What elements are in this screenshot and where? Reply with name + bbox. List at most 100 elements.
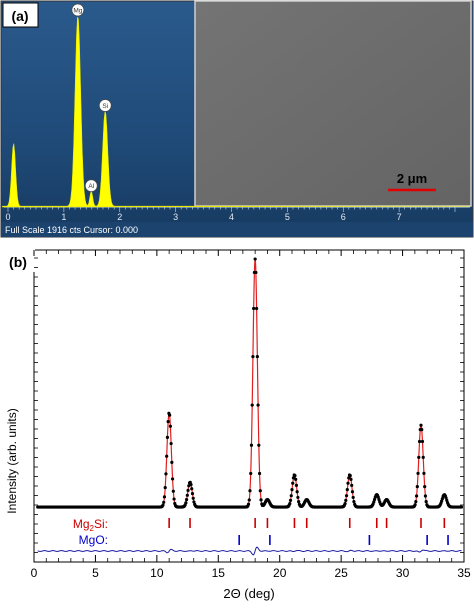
observed-point bbox=[348, 473, 352, 478]
observed-point bbox=[168, 424, 172, 428]
eds-tick-label: 2 bbox=[117, 212, 122, 222]
panel-b-label-box bbox=[3, 248, 35, 272]
observed-point bbox=[440, 499, 444, 503]
x-tick-label: 15 bbox=[212, 566, 226, 580]
eds-spectrum bbox=[2, 16, 470, 208]
observed-point bbox=[184, 498, 189, 502]
observed-point bbox=[252, 306, 256, 311]
observed-point bbox=[166, 420, 170, 424]
peak-label-al: Al bbox=[88, 183, 94, 190]
observed-point bbox=[165, 435, 170, 439]
panel-a: 2 μm (a) 0 1 2 3 4 5 6 7 Mg Al Si Full Scale 1916… bbox=[0, 0, 474, 238]
observed-point bbox=[172, 497, 176, 501]
observed-point bbox=[294, 483, 299, 487]
observed-point bbox=[417, 455, 421, 459]
panel-b-label: (b) bbox=[9, 254, 27, 270]
observed-point bbox=[249, 471, 253, 476]
observed-point bbox=[169, 441, 173, 446]
eds-tick-label: 7 bbox=[397, 212, 402, 222]
observed-point bbox=[291, 481, 295, 485]
mgo-label: MgO: bbox=[79, 533, 108, 547]
peak-label-si: Si bbox=[102, 103, 108, 110]
observed-point bbox=[288, 501, 292, 506]
observed-points bbox=[36, 257, 464, 509]
observed-point bbox=[259, 498, 263, 502]
difference-curve bbox=[37, 546, 462, 556]
eds-tick-label: 5 bbox=[285, 212, 290, 222]
observed-point bbox=[444, 496, 448, 500]
eds-tick-label: 0 bbox=[5, 212, 10, 222]
x-tick-label: 30 bbox=[396, 566, 410, 580]
observed-point bbox=[343, 501, 347, 506]
observed-point bbox=[290, 488, 294, 492]
status-text: Full Scale 1916 cts Cursor: 0.000 bbox=[5, 225, 138, 235]
observed-point bbox=[372, 500, 376, 504]
plot-frame bbox=[33, 249, 465, 563]
observed-point bbox=[296, 495, 300, 500]
observed-point bbox=[185, 493, 189, 497]
observed-point bbox=[297, 500, 301, 504]
observed-point bbox=[350, 483, 354, 487]
observed-point bbox=[255, 355, 259, 359]
observed-point bbox=[349, 477, 353, 482]
eds-peak-markers: Mg Al Si bbox=[71, 3, 112, 193]
observed-point bbox=[350, 490, 355, 494]
observed-point bbox=[256, 403, 260, 407]
sem-image bbox=[194, 0, 472, 207]
xrd-ticks: 0 5 10 15 20 25 30 35 bbox=[31, 250, 471, 580]
eds-tick-label: 3 bbox=[173, 212, 178, 222]
observed-point bbox=[191, 496, 195, 500]
peak-label-mg: Mg bbox=[73, 8, 82, 15]
observed-point bbox=[344, 498, 348, 502]
observed-point bbox=[416, 471, 420, 475]
observed-point bbox=[421, 455, 425, 459]
observed-point bbox=[247, 498, 251, 502]
observed-point bbox=[171, 489, 175, 493]
observed-point bbox=[190, 492, 195, 496]
observed-point bbox=[289, 494, 293, 498]
panel-a-label: (a) bbox=[11, 8, 28, 24]
observed-point bbox=[186, 488, 190, 492]
observed-point bbox=[251, 355, 255, 359]
observed-point bbox=[423, 485, 427, 489]
observed-point bbox=[295, 490, 299, 494]
x-tick-label: 35 bbox=[457, 566, 471, 580]
observed-point bbox=[293, 473, 297, 478]
x-tick-label: 25 bbox=[334, 566, 348, 580]
observed-point bbox=[162, 495, 167, 499]
observed-point bbox=[164, 472, 168, 476]
observed-point bbox=[413, 503, 417, 507]
panel-a-label-box bbox=[2, 2, 39, 28]
observed-point bbox=[190, 487, 194, 491]
observed-point bbox=[414, 500, 418, 504]
observed-point bbox=[344, 494, 349, 498]
observed-point bbox=[422, 471, 426, 475]
xrd-chart: (b) Intensity (arb. units) 2Θ (deg) 0 5 10… bbox=[3, 248, 471, 601]
observed-point bbox=[258, 489, 262, 493]
observed-point bbox=[170, 477, 175, 481]
observed-point bbox=[419, 423, 423, 427]
observed-point bbox=[189, 482, 193, 487]
eds-figure: 2 μm (a) 0 1 2 3 4 5 6 7 Mg Al Si Full Scale 1916… bbox=[0, 0, 474, 238]
eds-tick-label: 4 bbox=[229, 212, 234, 222]
x-tick-label: 20 bbox=[273, 566, 287, 580]
observed-point bbox=[423, 494, 428, 498]
observed-point bbox=[372, 497, 377, 502]
observed-point bbox=[250, 403, 254, 407]
observed-point bbox=[351, 495, 355, 500]
observed-point bbox=[420, 428, 424, 432]
observed-point bbox=[161, 503, 165, 507]
y-axis-label: Intensity (arb. units) bbox=[5, 408, 19, 513]
observed-point bbox=[253, 257, 257, 261]
observed-point bbox=[184, 501, 188, 505]
observed-point bbox=[254, 270, 258, 275]
observed-point bbox=[165, 454, 169, 458]
observed-point bbox=[346, 481, 350, 485]
observed-point bbox=[249, 443, 254, 447]
status-bar bbox=[1, 222, 473, 237]
peak-marker-al bbox=[84, 179, 98, 193]
observed-point bbox=[162, 500, 166, 504]
x-tick-label: 5 bbox=[92, 566, 99, 580]
observed-point bbox=[163, 486, 167, 490]
observed-point bbox=[376, 495, 380, 499]
